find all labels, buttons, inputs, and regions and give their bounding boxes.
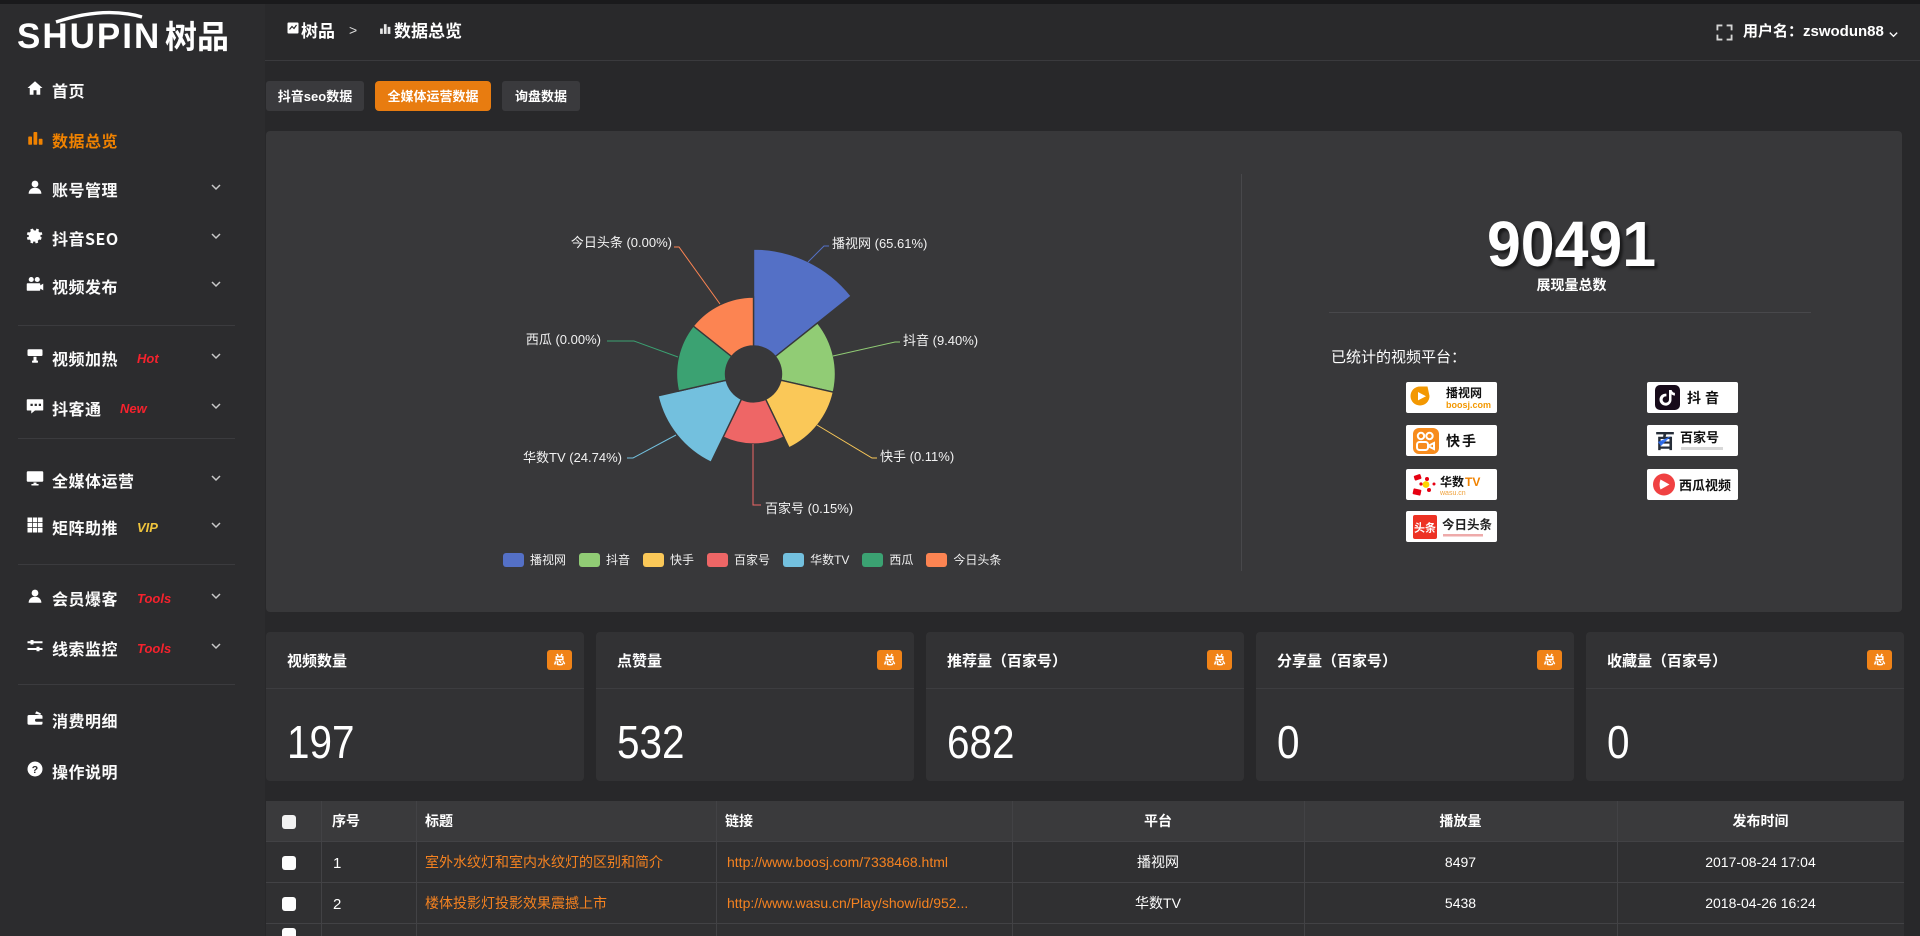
svg-text:头条: 头条 [1414, 520, 1436, 536]
svg-text:快手: 快手 [1446, 431, 1478, 451]
svg-text:抖音: 抖音 [1687, 388, 1723, 408]
svg-text:播视网: 播视网 [1446, 384, 1482, 401]
svg-text:西瓜视频: 西瓜视频 [1679, 475, 1731, 494]
svg-text:boosj.com: boosj.com [1446, 400, 1491, 410]
svg-text:?: ? [32, 764, 38, 776]
svg-text:今日头条: 今日头条 [1442, 514, 1493, 533]
svg-text:TV: TV [1465, 475, 1480, 489]
svg-text:wasu.cn: wasu.cn [1439, 490, 1466, 497]
svg-text:华数: 华数 [1440, 473, 1464, 490]
svg-text:树品: 树品 [165, 12, 229, 54]
svg-text:SHUPIN: SHUPIN [17, 17, 161, 54]
svg-text:百家号: 百家号 [1680, 427, 1719, 446]
